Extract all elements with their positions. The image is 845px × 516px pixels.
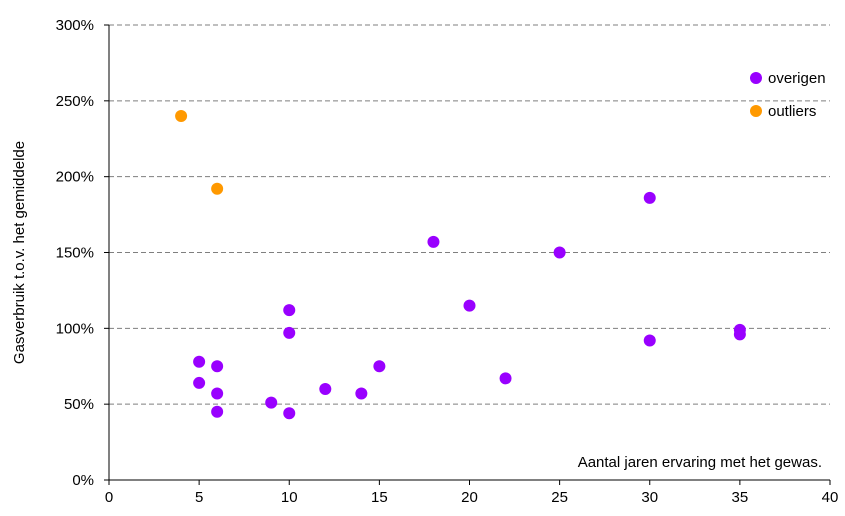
data-point-overigen (553, 246, 566, 259)
data-point-overigen (373, 360, 386, 373)
x-tick-label: 25 (551, 489, 568, 506)
x-tick-label: 5 (195, 489, 203, 506)
y-tick-label: 50% (64, 396, 94, 413)
x-tick-label: 15 (371, 489, 388, 506)
data-point-overigen (265, 396, 278, 409)
x-tick-label: 0 (105, 489, 113, 506)
x-tick-label: 40 (822, 489, 839, 506)
gridlines (109, 24, 830, 405)
axes (104, 24, 831, 485)
data-point-overigen (427, 235, 440, 248)
data-point-overigen (499, 372, 512, 385)
data-point-overigen (193, 355, 206, 368)
data-point-outliers (175, 110, 188, 122)
x-tick-label: 35 (732, 489, 749, 506)
data-point-overigen (319, 383, 332, 395)
data-point-overigen (211, 387, 224, 400)
x-tick-label: 30 (641, 489, 658, 506)
data-point-overigen (193, 376, 206, 389)
y-tick-label: 150% (56, 245, 94, 262)
y-tick-label: 0% (72, 472, 94, 489)
y-tick-labels: 0% 50% 100% 150% 200% 250% 300% (56, 17, 94, 489)
y-tick-label: 200% (56, 169, 94, 186)
data-point-overigen (211, 360, 224, 373)
x-tick-labels: 0 5 10 15 20 25 30 35 40 (105, 489, 839, 506)
data-points (175, 110, 746, 420)
y-tick-label: 250% (56, 93, 94, 110)
x-tick-label: 20 (461, 489, 478, 506)
data-point-overigen (211, 405, 224, 418)
legend-label-overigen: overigen (768, 70, 826, 87)
y-axis-label: Gasverbruik t.o.v. het gemiddelde (11, 141, 28, 364)
data-point-overigen (463, 299, 476, 312)
legend-marker-outliers (750, 105, 762, 117)
data-point-overigen (733, 328, 746, 341)
data-point-overigen (283, 304, 296, 317)
legend: overigen outliers (750, 70, 826, 120)
data-point-overigen (643, 191, 656, 204)
legend-label-outliers: outliers (768, 103, 816, 120)
y-tick-label: 100% (56, 320, 94, 337)
data-point-overigen (283, 407, 296, 420)
x-axis-annotation: Aantal jaren ervaring met het gewas. (578, 454, 822, 471)
x-tick-label: 10 (281, 489, 298, 506)
data-point-overigen (355, 387, 368, 400)
y-tick-label: 300% (56, 17, 94, 34)
data-point-overigen (643, 334, 656, 347)
data-point-overigen (283, 326, 296, 339)
data-point-outliers (211, 182, 224, 195)
legend-marker-overigen (750, 72, 762, 84)
